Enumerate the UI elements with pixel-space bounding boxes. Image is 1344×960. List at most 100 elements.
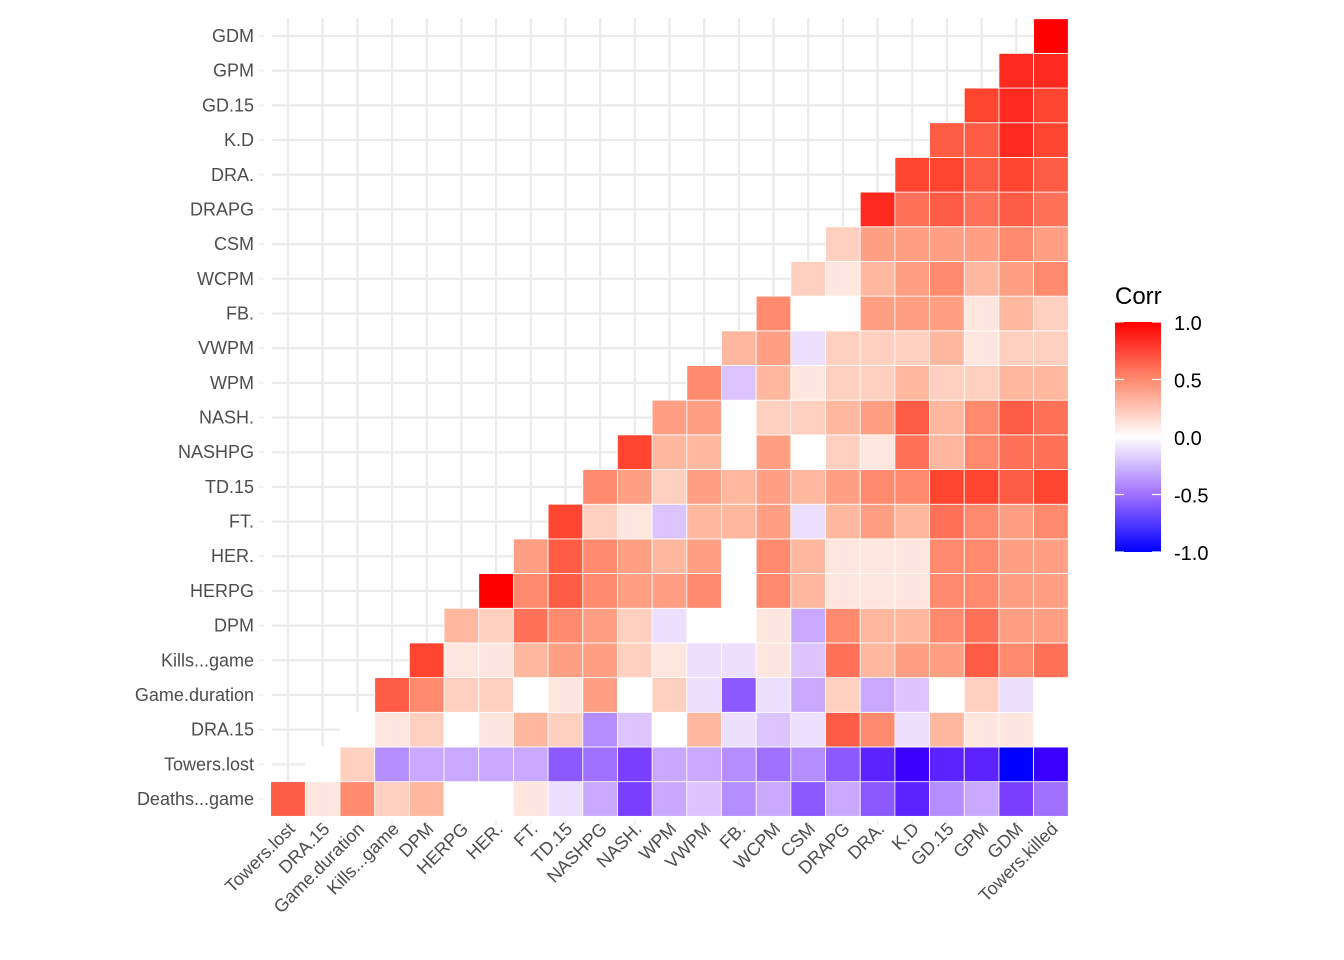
heatmap-cell	[1033, 607, 1069, 644]
heatmap-cell	[790, 469, 826, 505]
heatmap-cell	[547, 746, 584, 783]
heatmap-cell	[339, 711, 376, 748]
heatmap-cell	[513, 746, 549, 783]
heatmap-cell	[304, 781, 341, 817]
heatmap-cell	[1033, 365, 1069, 401]
heatmap-cell	[998, 469, 1035, 505]
heatmap-cell	[790, 538, 826, 574]
heatmap-cell	[651, 711, 688, 748]
heatmap-cell	[547, 677, 584, 713]
heatmap-cell	[686, 503, 722, 540]
heatmap-cell	[963, 677, 1000, 713]
heatmap-cell	[1033, 642, 1069, 679]
heatmap-cell	[929, 469, 965, 505]
heatmap-cell	[963, 330, 1000, 366]
heatmap-cell	[721, 399, 757, 436]
heatmap-cell	[998, 746, 1035, 783]
heatmap-cell	[721, 781, 757, 817]
heatmap-cell	[304, 746, 341, 783]
heatmap-cell	[478, 711, 514, 748]
heatmap-cell	[686, 538, 722, 574]
heatmap-cell	[859, 503, 896, 540]
heatmap-cell	[963, 538, 1000, 574]
heatmap-cell	[894, 573, 930, 609]
heatmap-cell	[859, 642, 896, 679]
heatmap-cell	[963, 503, 1000, 540]
heatmap-cell	[963, 746, 1000, 783]
heatmap-cell	[582, 746, 618, 783]
y-tick-label: Kills...game	[161, 650, 254, 670]
heatmap-cell	[513, 573, 549, 609]
heatmap-cell	[825, 330, 861, 366]
heatmap-cell	[859, 226, 896, 262]
heatmap-cell	[1033, 677, 1069, 713]
heatmap-cell	[478, 573, 514, 609]
heatmap-cell	[790, 642, 826, 679]
y-tick-label: FT.	[229, 512, 254, 532]
heatmap-cell	[963, 781, 1000, 817]
heatmap-cell	[825, 711, 861, 748]
heatmap-cell	[825, 469, 861, 505]
heatmap-cell	[547, 781, 584, 817]
heatmap-cell	[686, 642, 722, 679]
heatmap-cell	[547, 503, 584, 540]
x-axis-labels: Towers.lostDRA.15Game.durationKills...ga…	[221, 819, 1062, 917]
heatmap-cell	[998, 226, 1035, 262]
heatmap-cell	[721, 365, 757, 401]
heatmap-cell	[859, 677, 896, 713]
heatmap-cell	[825, 503, 861, 540]
heatmap-cell	[374, 746, 410, 783]
heatmap-cell	[547, 607, 584, 644]
heatmap-cell	[374, 781, 410, 817]
heatmap-cell	[929, 122, 965, 158]
heatmap-cell	[825, 573, 861, 609]
heatmap-cell	[859, 330, 896, 366]
heatmap-cell	[1033, 52, 1069, 89]
heatmap-cell	[963, 226, 1000, 262]
heatmap-cell	[408, 677, 445, 713]
heatmap-cell	[963, 295, 1000, 332]
heatmap-cell	[790, 330, 826, 366]
heatmap-cell	[617, 434, 653, 470]
heatmap-cell	[1033, 330, 1069, 366]
heatmap-cell	[651, 781, 688, 817]
heatmap-cell	[859, 607, 896, 644]
y-tick-label: DRAPG	[190, 199, 254, 219]
y-tick-label: HERPG	[190, 581, 254, 601]
legend: Corr 1.0 0.5 0.0 -0.5 -1.0	[1115, 283, 1208, 565]
heatmap-cell	[1033, 538, 1069, 574]
y-tick-label: NASHPG	[178, 442, 254, 462]
heatmap-cell	[929, 538, 965, 574]
heatmap-cells	[270, 18, 1069, 817]
heatmap-cell	[929, 399, 965, 436]
heatmap-cell	[408, 642, 445, 679]
heatmap-cell	[339, 781, 376, 817]
heatmap-cell	[825, 434, 861, 470]
legend-tick-label: 1.0	[1174, 313, 1202, 335]
heatmap-cell	[894, 746, 930, 783]
heatmap-cell	[547, 538, 584, 574]
heatmap-cell	[998, 434, 1035, 470]
heatmap-cell	[755, 746, 792, 783]
y-tick-label: K.D	[224, 130, 254, 150]
heatmap-cell	[998, 711, 1035, 748]
heatmap-cell	[825, 295, 861, 332]
heatmap-cell	[443, 711, 480, 748]
heatmap-cell	[1033, 122, 1069, 158]
heatmap-cell	[408, 781, 445, 817]
y-tick-label: TD.15	[205, 477, 254, 497]
heatmap-cell	[998, 52, 1035, 89]
heatmap-cell	[582, 677, 618, 713]
heatmap-cell	[894, 642, 930, 679]
y-tick-label: GDM	[212, 26, 254, 46]
heatmap-cell	[859, 711, 896, 748]
heatmap-cell	[513, 607, 549, 644]
heatmap-cell	[790, 503, 826, 540]
heatmap-cell	[929, 157, 965, 193]
heatmap-cell	[859, 538, 896, 574]
heatmap-cell	[1033, 18, 1069, 54]
heatmap-cell	[929, 607, 965, 644]
heatmap-cell	[478, 607, 514, 644]
heatmap-cell	[582, 607, 618, 644]
heatmap-cell	[651, 399, 688, 436]
